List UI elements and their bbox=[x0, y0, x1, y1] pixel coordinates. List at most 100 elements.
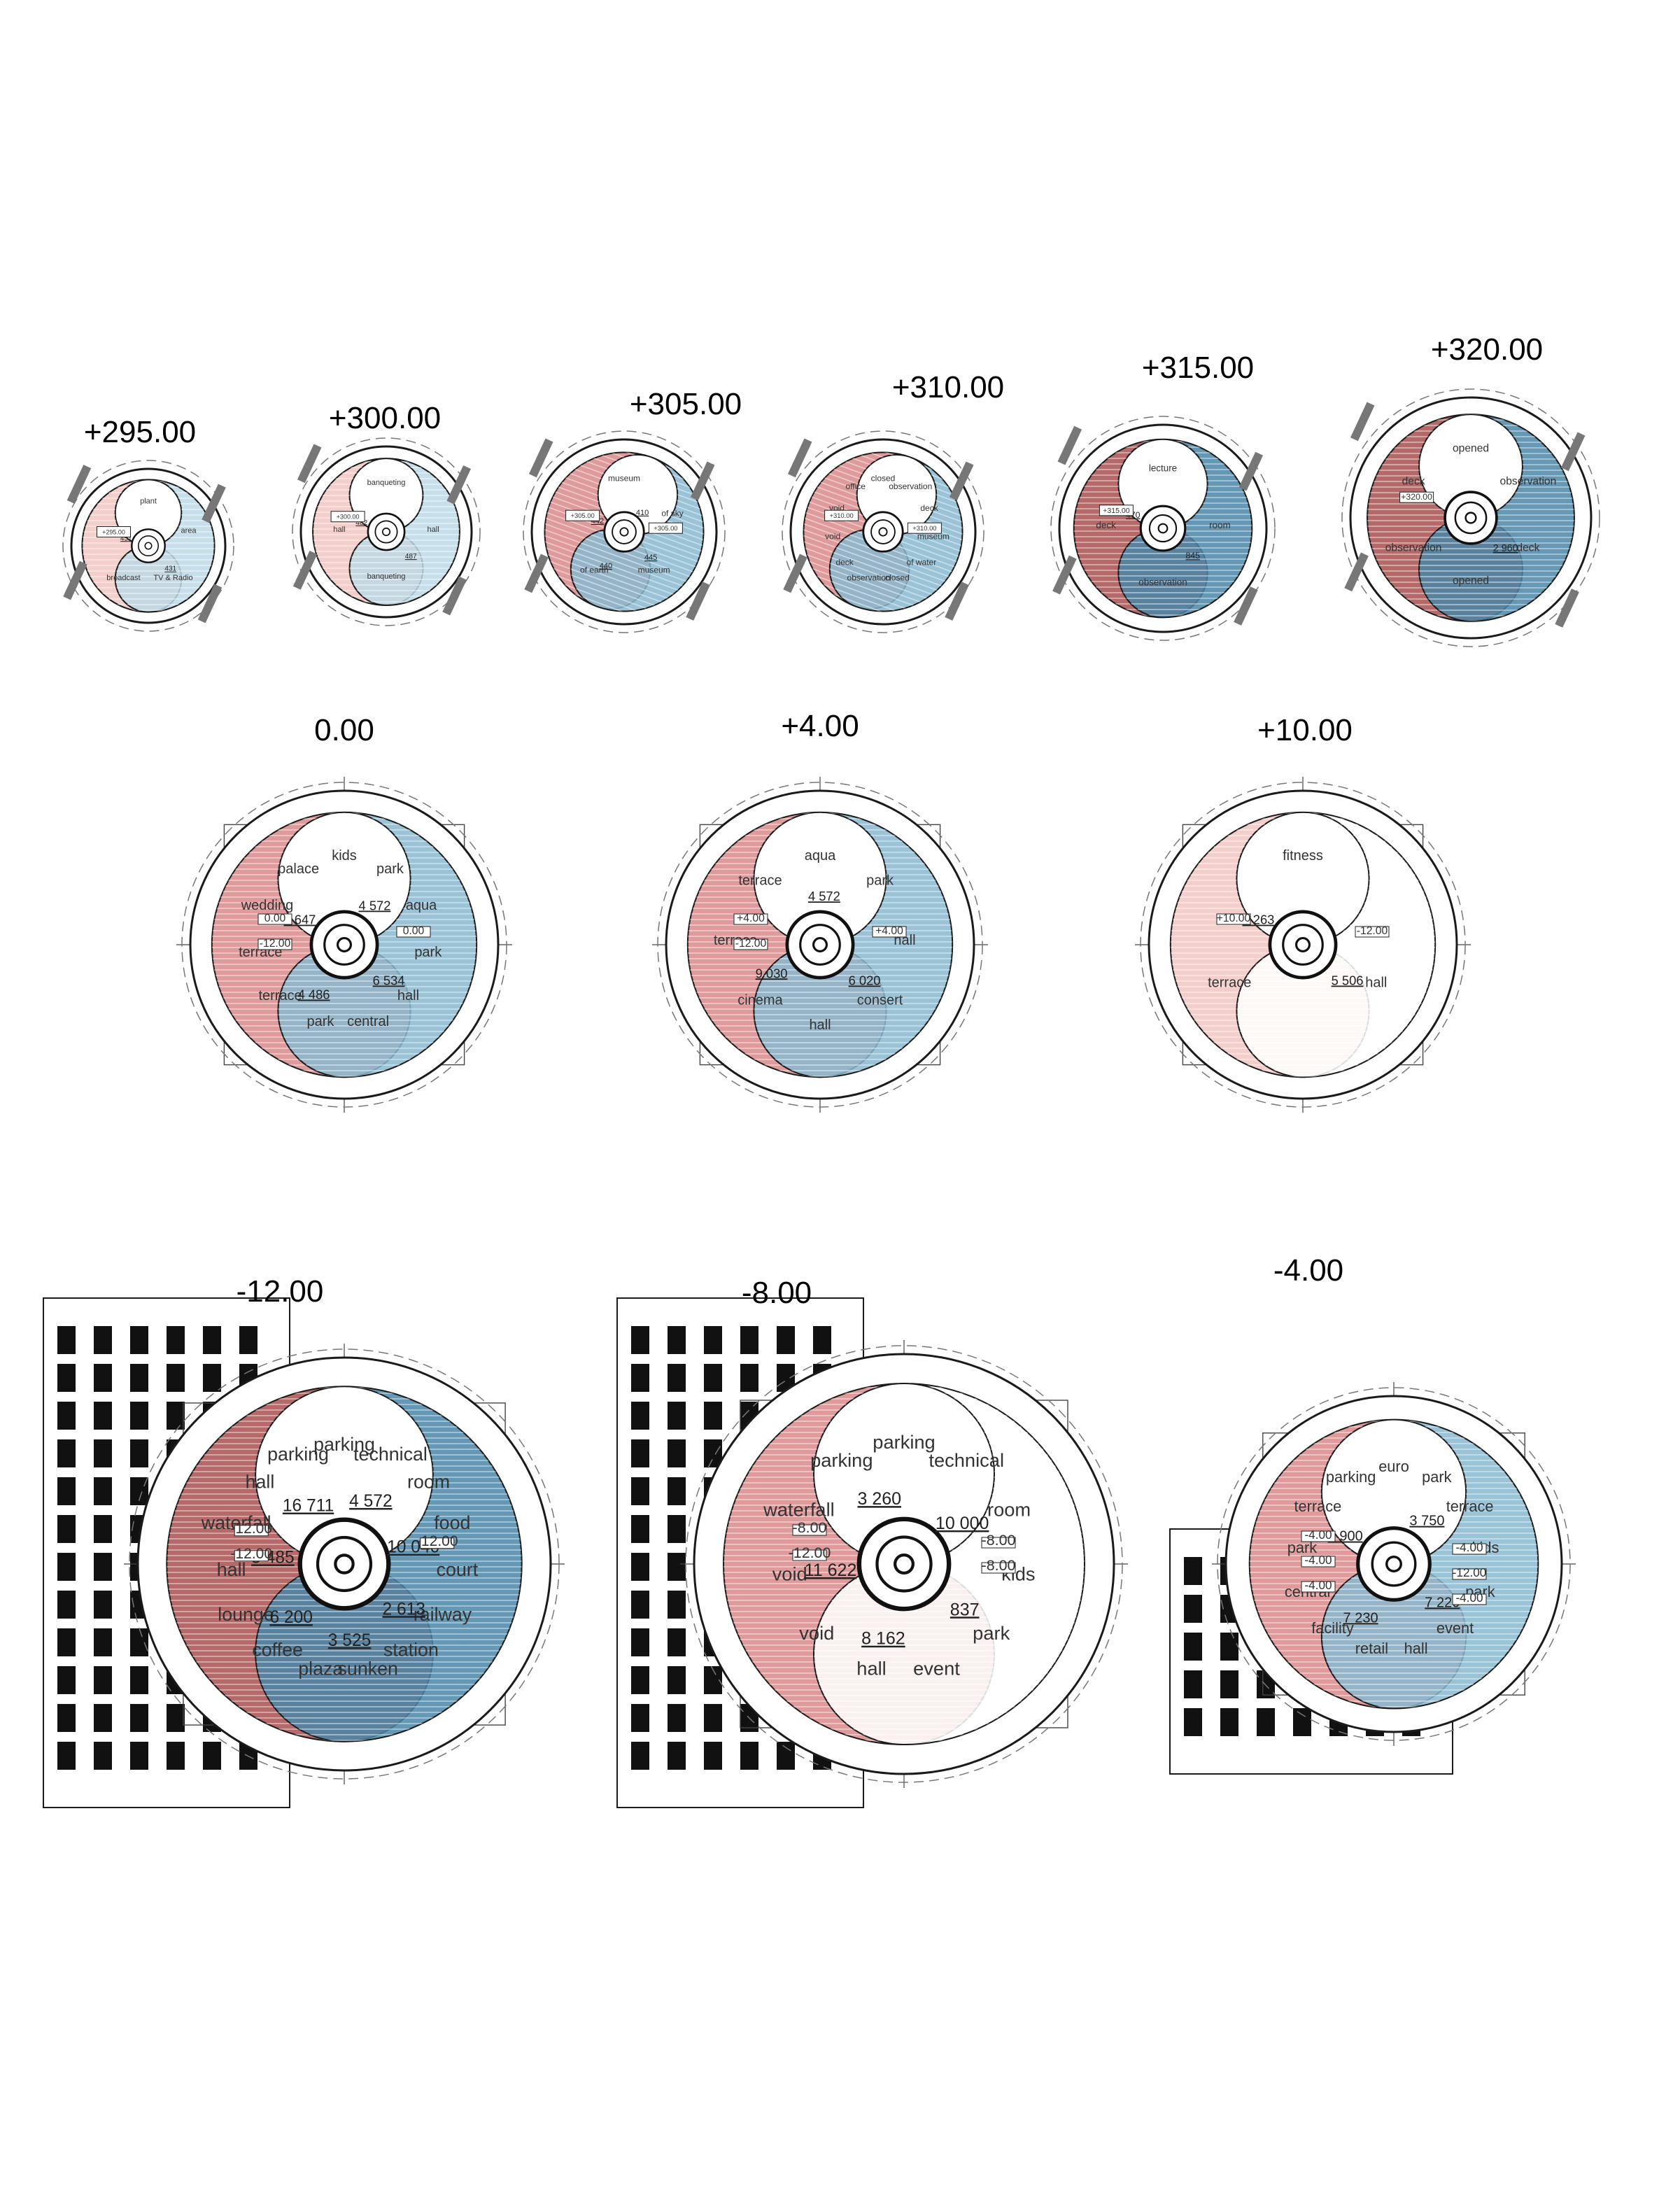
stair-core-icon bbox=[300, 1520, 389, 1609]
room-label: parking bbox=[313, 1434, 375, 1455]
room-label: park bbox=[376, 861, 404, 877]
facade-blade bbox=[1555, 589, 1579, 628]
room-label: park bbox=[1422, 1468, 1452, 1486]
level-tag: +305.00 bbox=[570, 512, 594, 519]
room-label: park bbox=[306, 1014, 334, 1029]
room-label: park bbox=[973, 1622, 1010, 1644]
room-label: of sky bbox=[661, 509, 683, 519]
room-label: wedding bbox=[241, 898, 294, 913]
stair-core-icon bbox=[787, 912, 853, 978]
room-label: observation bbox=[1385, 542, 1442, 554]
level-tag: -12.00 bbox=[789, 1544, 831, 1561]
area-number: 6 200 bbox=[269, 1608, 313, 1627]
room-label: event bbox=[1437, 1619, 1474, 1637]
floor-plan-9: parkingtechnicalroomfoodcourtrailwaystat… bbox=[43, 1297, 565, 1808]
facade-blade bbox=[686, 582, 710, 621]
room-label: room bbox=[987, 1498, 1031, 1520]
level-tag: -4.00 bbox=[1455, 1540, 1483, 1554]
room-label: room bbox=[1209, 520, 1231, 530]
level-tag: -4.00 bbox=[1455, 1591, 1483, 1605]
room-label: aqua bbox=[805, 848, 836, 864]
floor-plan-7: aquaparkhallconserthallcinematerraceterr… bbox=[652, 777, 988, 1113]
level-title: +320.00 bbox=[1431, 332, 1543, 367]
room-label: deck bbox=[1096, 520, 1116, 530]
area-number: 451 bbox=[120, 535, 132, 542]
room-label: facility bbox=[1311, 1619, 1354, 1637]
floor-plan-11: europarkterracekidsparkeventhallretailfa… bbox=[1169, 1382, 1576, 1775]
area-number: 6 534 bbox=[373, 973, 405, 987]
area-number: 3 260 bbox=[857, 1489, 901, 1509]
area-number: 837 bbox=[950, 1600, 980, 1619]
room-label: hall bbox=[856, 1657, 886, 1679]
room-label: void bbox=[825, 531, 840, 541]
facade-blade bbox=[1344, 552, 1369, 592]
level-tag: -8.00 bbox=[982, 1532, 1016, 1549]
room-label: deck bbox=[1516, 542, 1539, 554]
room-label: broadcast bbox=[106, 574, 140, 582]
area-number: 445 bbox=[644, 554, 657, 562]
level-title: -8.00 bbox=[742, 1276, 812, 1310]
level-title: +10.00 bbox=[1257, 713, 1353, 747]
area-number: 431 bbox=[164, 565, 176, 573]
area-number: 3 525 bbox=[328, 1631, 372, 1650]
area-number: 10 000 bbox=[936, 1514, 989, 1533]
facade-blade bbox=[446, 465, 471, 505]
level-tag: +310.00 bbox=[912, 524, 936, 532]
room-label: technical bbox=[353, 1444, 428, 1465]
facade-blade bbox=[1238, 451, 1264, 491]
room-label: sunken bbox=[338, 1658, 398, 1679]
room-label: terrace bbox=[738, 873, 782, 888]
area-number: 7 220 bbox=[1425, 1595, 1460, 1610]
room-label: park bbox=[866, 873, 894, 888]
level-title: +315.00 bbox=[1142, 351, 1254, 385]
room-label: void bbox=[799, 1622, 834, 1644]
room-label: opened bbox=[1453, 442, 1489, 454]
level-title: +310.00 bbox=[892, 370, 1004, 404]
facade-blade bbox=[63, 561, 87, 600]
area-number: 4 572 bbox=[349, 1492, 393, 1511]
area-number: 4 572 bbox=[808, 889, 840, 903]
stair-core-icon bbox=[367, 512, 406, 551]
stair-core-icon bbox=[1443, 491, 1498, 545]
area-number: 487 bbox=[405, 553, 417, 561]
room-label: of water bbox=[907, 558, 937, 568]
facade-blade bbox=[66, 465, 92, 504]
room-label: event bbox=[913, 1657, 960, 1679]
area-number: 8 900 bbox=[1328, 1529, 1363, 1544]
room-label: void bbox=[772, 1563, 807, 1584]
level-title: +305.00 bbox=[630, 387, 742, 421]
room-label: palace bbox=[278, 861, 319, 877]
room-label: observation bbox=[1500, 476, 1557, 488]
level-tag: -8.00 bbox=[982, 1557, 1016, 1574]
room-label: cinema bbox=[737, 993, 783, 1008]
room-label: technical bbox=[929, 1449, 1004, 1471]
area-number: 845 bbox=[1185, 551, 1200, 561]
area-number: 16 711 bbox=[283, 1497, 334, 1516]
floor-plan-5: opened observation deck opened observation de… bbox=[1341, 388, 1600, 647]
room-label: deck bbox=[835, 558, 854, 568]
area-number: 3 750 bbox=[1409, 1514, 1444, 1529]
room-label: observation bbox=[889, 481, 932, 491]
room-label: consert bbox=[857, 993, 903, 1008]
room-label: aqua bbox=[406, 898, 437, 913]
level-tag: +4.00 bbox=[737, 913, 765, 924]
area-number: 11 622 bbox=[805, 1561, 857, 1580]
facade-blade bbox=[690, 461, 715, 501]
room-label: park bbox=[414, 945, 442, 960]
area-number: 440 bbox=[600, 562, 612, 570]
room-label: terrace bbox=[1446, 1498, 1494, 1515]
room-label: TV & Radio bbox=[153, 574, 192, 582]
room-label: station bbox=[383, 1639, 439, 1660]
level-tag: +310.00 bbox=[829, 512, 853, 519]
area-number: 6 020 bbox=[849, 973, 881, 987]
facade-blade bbox=[1560, 432, 1586, 472]
facade-blade bbox=[945, 582, 969, 621]
level-tag: -12.00 bbox=[1357, 925, 1388, 937]
facade-blade bbox=[949, 461, 974, 501]
level-tag: 0.00 bbox=[403, 925, 425, 937]
level-tag: -12.00 bbox=[735, 938, 767, 950]
room-label: hall bbox=[1404, 1640, 1428, 1657]
room-label: lounge bbox=[218, 1604, 274, 1625]
facade-blade bbox=[783, 554, 807, 593]
